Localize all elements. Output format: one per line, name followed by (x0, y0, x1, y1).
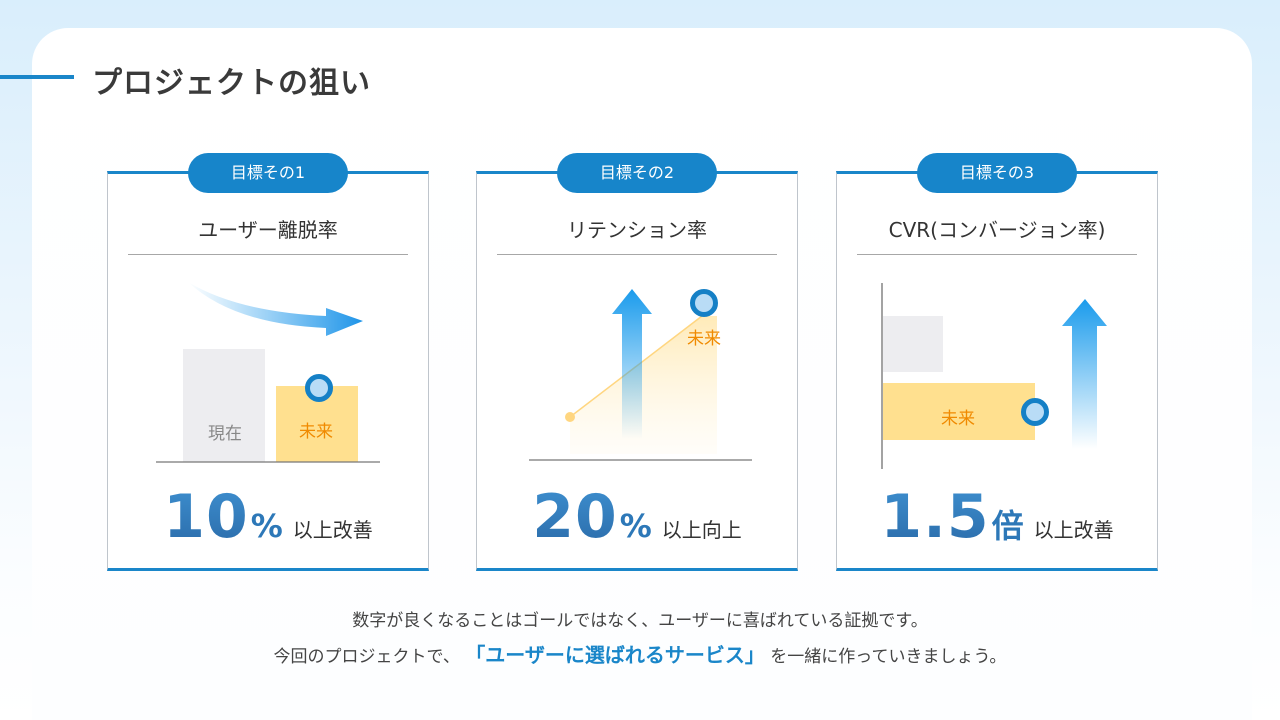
goal-title: ユーザー離脱率 (198, 218, 338, 242)
metric-value: 20 (532, 482, 618, 552)
divider (128, 254, 408, 255)
page-title: プロジェクトの狙い (92, 66, 371, 101)
metric-value: 10 (163, 482, 249, 552)
metric-unit: % (250, 507, 283, 545)
divider (857, 254, 1137, 255)
current-label: 現在 (208, 424, 242, 444)
metric-suffix: 以上改善 (1033, 518, 1114, 542)
goal-title: リテンション率 (567, 218, 707, 242)
target-marker-icon (1021, 398, 1049, 426)
metric-suffix: 以上改善 (292, 518, 373, 542)
metric-value: 1.5 (880, 482, 990, 552)
target-marker-icon (690, 289, 718, 317)
retention-illustration: 未来 (477, 264, 797, 474)
goal-card-3: 目標その3 CVR(コンバージョン率) 未来 1.5倍 以上改善 (836, 153, 1158, 571)
goal-metric: 20% 以上向上 (477, 482, 797, 552)
churn-illustration: 現在 未来 (108, 264, 428, 474)
footer-line-2: 今回のプロジェクトで、 「ユーザーに選ばれるサービス」 を一緒に作っていきましょ… (0, 638, 1280, 674)
future-label: 未来 (941, 409, 975, 429)
future-label: 未来 (687, 329, 721, 349)
target-marker-icon (305, 374, 333, 402)
up-arrow-chart-icon (529, 289, 752, 461)
goal-title: CVR(コンバージョン率) (888, 218, 1106, 242)
horizontal-bars-icon (881, 283, 1107, 469)
goal-card-2: 目標その2 リテンション率 未来 20% 以上向上 (476, 153, 798, 571)
metric-unit: % (619, 507, 652, 545)
title-accent-bar (0, 75, 74, 79)
metric-suffix: 以上向上 (661, 518, 742, 542)
curved-arrow-icon (156, 282, 380, 463)
footer-line-1: 数字が良くなることはゴールではなく、ユーザーに喜ばれている証拠です。 (352, 611, 928, 631)
future-label: 未来 (299, 422, 333, 442)
goal-metric: 10% 以上改善 (108, 482, 428, 552)
cvr-illustration: 未来 (837, 264, 1157, 474)
goal-badge: 目標その1 (188, 153, 348, 193)
goal-card-1: 目標その1 ユーザー離脱率 現在 未来 10% 以上改善 (107, 153, 429, 571)
footer-message: 数字が良くなることはゴールではなく、ユーザーに喜ばれている証拠です。 今回のプロ… (0, 604, 1280, 674)
metric-unit: 倍 (991, 507, 1024, 545)
footer-highlight: 「ユーザーに選ばれるサービス」 (465, 643, 765, 667)
divider (497, 254, 777, 255)
footer-line-2-prefix: 今回のプロジェクトで、 (273, 647, 460, 667)
goal-badge: 目標その2 (557, 153, 717, 193)
goal-metric: 1.5倍 以上改善 (837, 482, 1157, 552)
footer-line-2-suffix: を一緒に作っていきましょう。 (770, 647, 1007, 667)
goal-badge: 目標その3 (917, 153, 1077, 193)
